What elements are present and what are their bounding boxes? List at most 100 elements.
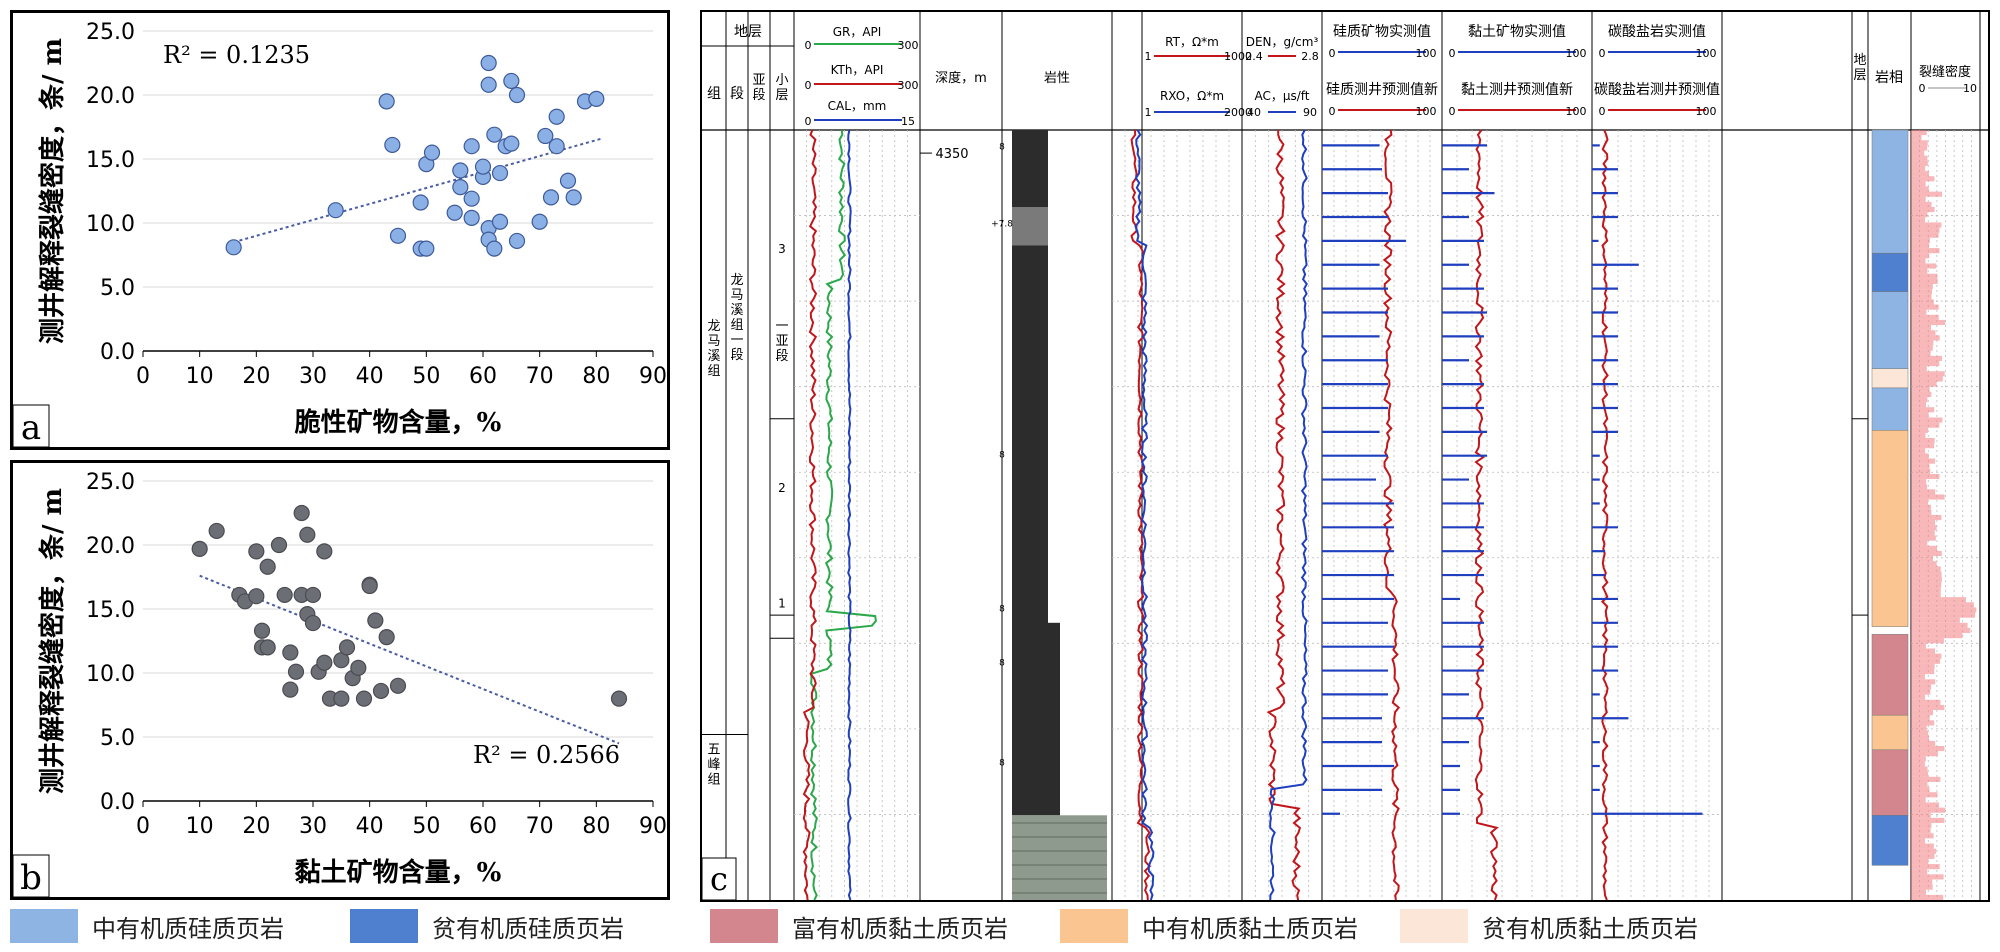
si-pred-title: 硅质测井预测值新 (1326, 82, 1438, 98)
fracture-density-bar (1911, 284, 1933, 290)
header-frac: 裂缝密度 (1919, 64, 1971, 80)
scatter-chart-b: 0.0 5.0 10.0 15.0 20.0 25.0 0 10 20 30 40 50 60 70 80 9… (13, 470, 667, 897)
facies-block (1871, 714, 1909, 751)
fracture-density-bar (1911, 335, 1940, 341)
fracture-density-bar (1911, 525, 1937, 531)
header-member: 段 (730, 86, 744, 102)
data-point (542, 189, 560, 206)
fracture-density-bar (1911, 473, 1940, 480)
fracture-density-bar (1911, 771, 1928, 777)
x-tick-label: 50 (412, 814, 440, 839)
submember-label: 亚 (775, 334, 788, 349)
fracture-density-bar (1911, 679, 1936, 685)
fracture-density-bar (1911, 176, 1935, 182)
facies-block (1871, 129, 1909, 254)
fracture-density-bar (1911, 735, 1930, 741)
y-tick-label: 25.0 (86, 20, 135, 45)
fracture-density-bar (1911, 648, 1935, 654)
data-point (248, 588, 265, 605)
si-pred-min: 0 (1329, 105, 1336, 118)
fracture-density-bar (1911, 592, 1941, 598)
fracture-density-bar (1911, 853, 1935, 859)
data-point (508, 232, 526, 250)
fracture-density-bar (1911, 663, 1935, 669)
x-axis-label: 脆性矿物含量，% (295, 407, 502, 438)
x-tick-label: 80 (582, 364, 610, 389)
data-point (355, 690, 373, 707)
header-submember: 段 (752, 88, 765, 103)
lithology-mark: 8 (999, 142, 1005, 152)
data-point (559, 172, 577, 189)
data-point (299, 526, 316, 543)
fracture-density-bar (1911, 443, 1935, 449)
header-facies: 岩相 (1875, 70, 1903, 86)
fracture-density-bar (1911, 366, 1927, 372)
fracture-density-bar (1911, 299, 1934, 305)
data-point (191, 540, 208, 557)
fracture-density-bar (1911, 453, 1929, 459)
gr-curve (809, 129, 877, 900)
data-point (452, 162, 469, 179)
clay-pred-max: 100 (1566, 105, 1587, 118)
facies-block (1871, 634, 1909, 716)
formation-label: 马 (707, 334, 720, 349)
kth-max: 300 (898, 79, 919, 92)
fracture-density-bar (1911, 730, 1929, 736)
data-point (287, 663, 305, 680)
clay-pred-title: 黏土测井预测值新 (1461, 82, 1573, 98)
header-stratum2: 层 (1853, 68, 1866, 83)
fracture-density-bar (1911, 694, 1925, 700)
x-tick-label: 70 (526, 814, 554, 839)
fracture-density-bar (1911, 432, 1926, 438)
y-tick-label: 10.0 (86, 662, 135, 687)
fracture-density-bar (1911, 884, 1933, 890)
fracture-density-bar (1911, 612, 1976, 618)
formation-label: 龙 (707, 319, 720, 334)
fracture-density-bar (1911, 746, 1945, 752)
lithology-shale-step (1048, 622, 1060, 816)
fracture-density-bar (1911, 448, 1926, 454)
fracture-density-bar (1911, 658, 1941, 664)
si-min: 0 (1329, 47, 1336, 60)
data-point (248, 543, 265, 560)
fracture-density-bar (1911, 823, 1932, 829)
fracture-density-bar (1911, 674, 1925, 680)
legend-label: 富有机质黏土质页岩 (792, 914, 1008, 943)
facies-block (1871, 252, 1909, 292)
layer-label: 3 (778, 242, 786, 256)
fracture-density-bar (1911, 581, 1942, 587)
data-point (293, 504, 310, 522)
frac-max: 10 (1963, 82, 1977, 95)
fracture-density-bar (1911, 817, 1945, 823)
y-tick-label: 0.0 (100, 340, 135, 365)
data-point (480, 76, 497, 93)
data-point (491, 213, 509, 230)
fracture-density-bar (1911, 797, 1926, 803)
fracture-density-bar (1911, 802, 1939, 808)
fracture-density-bar (1911, 556, 1934, 562)
x-tick-label: 60 (469, 814, 497, 839)
fracture-density-bar (1911, 766, 1928, 772)
formation-label: 峰 (707, 758, 720, 773)
data-point (389, 677, 407, 694)
fracture-density-bar (1911, 181, 1926, 187)
fracture-density-bar (1911, 217, 1926, 223)
carb-pred-max: 100 (1696, 105, 1717, 118)
data-point (548, 138, 565, 155)
header-ac: AC，μs/ft (1254, 89, 1309, 103)
fracture-density-bar (1911, 858, 1929, 865)
si-max: 100 (1416, 47, 1437, 60)
legend-label: 中有机质硅质页岩 (92, 914, 284, 943)
fracture-density-bar (1911, 140, 1928, 146)
fracture-density-bar (1911, 740, 1936, 746)
data-point (208, 522, 225, 540)
fracture-density-bar (1911, 710, 1934, 716)
fracture-density-bar (1911, 540, 1928, 546)
member-label: 一 (730, 333, 743, 348)
fracture-density-bar (1911, 135, 1922, 141)
y-axis-label: 测井解释裂缝密度，条/ m (37, 38, 68, 344)
scatter-chart-a: 0.0 5.0 10.0 15.0 20.0 25.0 0 10 20 30 40 50 60 70 80 9… (13, 20, 667, 447)
member-label: 组 (730, 318, 743, 333)
fracture-density-bar (1911, 237, 1930, 243)
fracture-density-bar (1911, 509, 1932, 515)
